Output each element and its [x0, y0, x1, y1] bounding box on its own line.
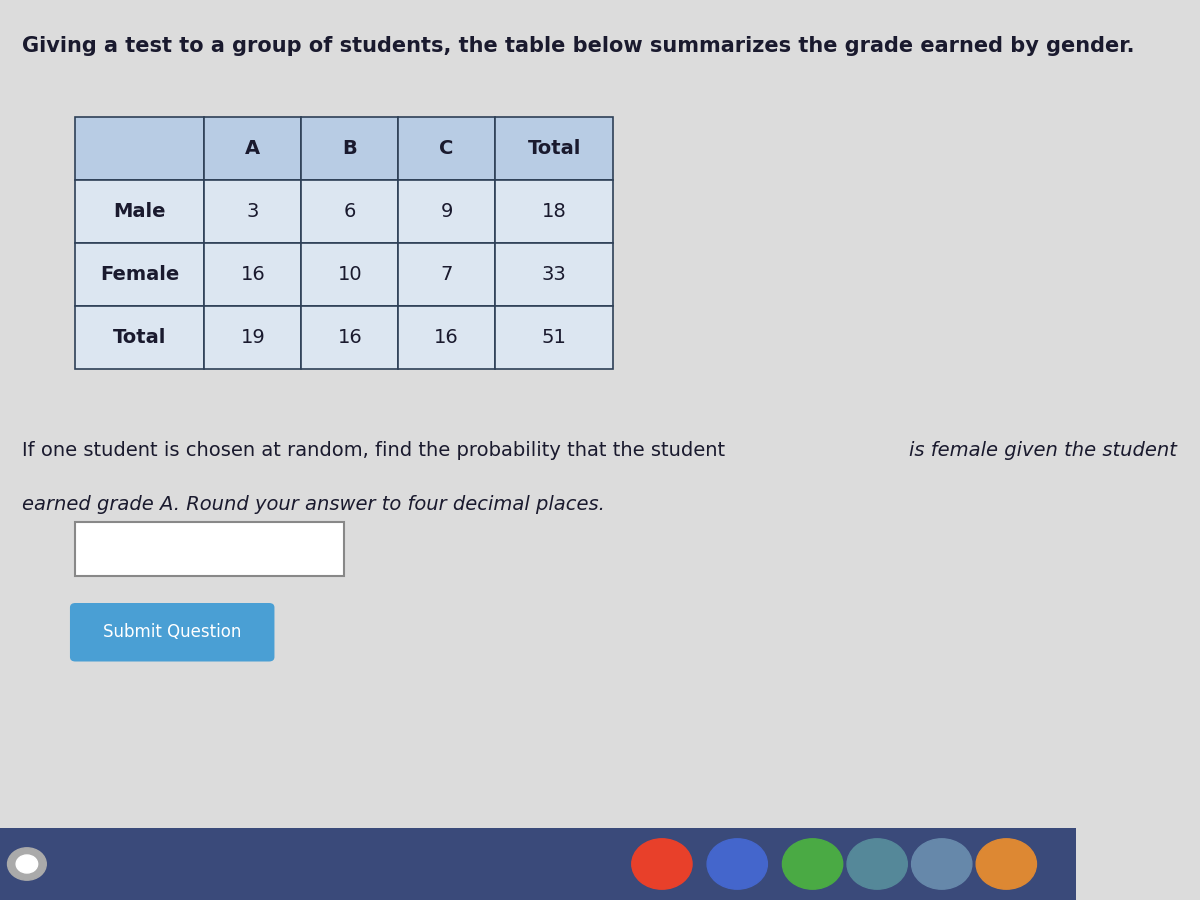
Text: Total: Total [528, 139, 581, 158]
Text: 16: 16 [337, 328, 362, 347]
FancyBboxPatch shape [76, 117, 204, 180]
Text: 18: 18 [542, 202, 566, 221]
Text: 51: 51 [542, 328, 566, 347]
FancyBboxPatch shape [301, 243, 398, 306]
Text: 10: 10 [337, 265, 362, 284]
FancyBboxPatch shape [496, 243, 613, 306]
Text: 9: 9 [440, 202, 452, 221]
Text: 3: 3 [247, 202, 259, 221]
Circle shape [631, 839, 692, 889]
Text: Female: Female [101, 265, 180, 284]
Text: 16: 16 [240, 265, 265, 284]
FancyBboxPatch shape [398, 306, 496, 369]
FancyBboxPatch shape [76, 306, 204, 369]
Circle shape [912, 839, 972, 889]
FancyBboxPatch shape [301, 117, 398, 180]
FancyBboxPatch shape [398, 243, 496, 306]
FancyBboxPatch shape [0, 828, 1076, 900]
Text: If one student is chosen at random, find the probability that the student: If one student is chosen at random, find… [22, 441, 731, 460]
Text: Total: Total [113, 328, 167, 347]
Circle shape [976, 839, 1037, 889]
Text: 6: 6 [343, 202, 356, 221]
Circle shape [782, 839, 842, 889]
Text: 7: 7 [440, 265, 452, 284]
FancyBboxPatch shape [398, 117, 496, 180]
FancyBboxPatch shape [204, 306, 301, 369]
FancyBboxPatch shape [70, 603, 275, 662]
FancyBboxPatch shape [301, 306, 398, 369]
FancyBboxPatch shape [496, 117, 613, 180]
FancyBboxPatch shape [496, 306, 613, 369]
FancyBboxPatch shape [398, 180, 496, 243]
FancyBboxPatch shape [76, 522, 344, 576]
Text: is female given the student: is female given the student [910, 441, 1177, 460]
Text: earned grade A. Round your answer to four decimal places.: earned grade A. Round your answer to fou… [22, 495, 605, 514]
Circle shape [7, 848, 47, 880]
Text: 16: 16 [434, 328, 460, 347]
FancyBboxPatch shape [204, 180, 301, 243]
Text: 19: 19 [240, 328, 265, 347]
FancyBboxPatch shape [496, 180, 613, 243]
Text: B: B [342, 139, 358, 158]
Text: 33: 33 [542, 265, 566, 284]
FancyBboxPatch shape [76, 243, 204, 306]
Circle shape [847, 839, 907, 889]
FancyBboxPatch shape [204, 117, 301, 180]
Text: Giving a test to a group of students, the table below summarizes the grade earne: Giving a test to a group of students, th… [22, 36, 1134, 56]
FancyBboxPatch shape [301, 180, 398, 243]
Text: C: C [439, 139, 454, 158]
FancyBboxPatch shape [204, 243, 301, 306]
Text: A: A [245, 139, 260, 158]
Text: Male: Male [114, 202, 166, 221]
Circle shape [16, 855, 37, 873]
FancyBboxPatch shape [76, 180, 204, 243]
Circle shape [707, 839, 767, 889]
Text: Submit Question: Submit Question [103, 623, 241, 641]
